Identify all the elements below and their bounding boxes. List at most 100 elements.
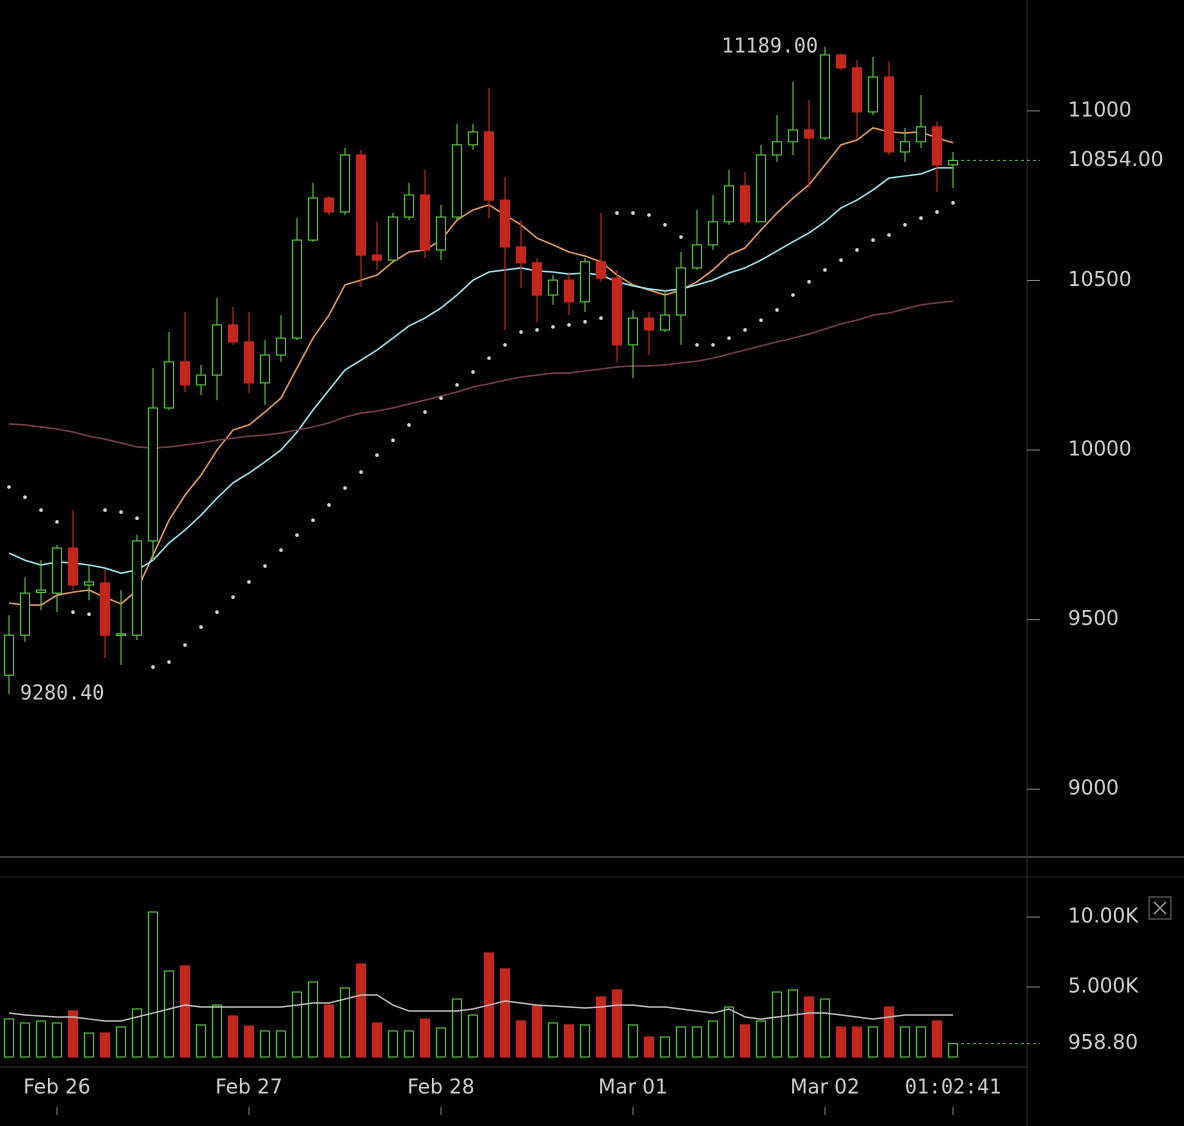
volume-bar xyxy=(739,1024,751,1058)
volume-bar xyxy=(387,1030,399,1058)
sar-dot xyxy=(871,238,875,242)
candle-body xyxy=(531,262,543,296)
candle-body xyxy=(771,141,783,156)
sar-dot xyxy=(919,216,923,220)
sar-dot xyxy=(631,211,635,215)
sar-dot xyxy=(503,343,507,347)
sar-dot xyxy=(407,423,411,427)
volume-bar xyxy=(595,996,607,1058)
moving-average xyxy=(8,300,954,449)
x-tick-label: Feb 26 xyxy=(23,1075,90,1099)
volume-bar xyxy=(163,970,175,1058)
candle-body xyxy=(611,277,623,346)
volume-bar xyxy=(563,1024,575,1058)
sar-dot xyxy=(695,343,699,347)
sar-dot xyxy=(887,233,891,237)
sar-dot xyxy=(71,610,75,614)
volume-bar xyxy=(755,1020,767,1058)
volume-bar xyxy=(499,968,511,1058)
volume-bar xyxy=(531,1004,543,1058)
volume-bar xyxy=(211,1004,223,1058)
sar-dot xyxy=(471,370,475,374)
candle-body xyxy=(867,76,879,113)
sar-dot xyxy=(759,318,763,322)
y-tick-label: 9500 xyxy=(1068,606,1119,630)
sar-dot xyxy=(375,453,379,457)
candle-body xyxy=(659,314,671,331)
candle-body xyxy=(147,407,159,542)
candle-body xyxy=(627,317,639,346)
candle-body xyxy=(899,141,911,153)
volume-bar xyxy=(883,1006,895,1058)
candle-body xyxy=(467,131,479,146)
sar-dot xyxy=(231,595,235,600)
volume-bar xyxy=(99,1032,111,1058)
candle-body xyxy=(51,547,63,594)
candle-body xyxy=(99,582,111,636)
candle-body xyxy=(259,354,271,384)
volume-bar xyxy=(67,1010,79,1058)
volume-bar xyxy=(435,1027,447,1058)
sar-dot xyxy=(791,293,795,297)
volume-bar xyxy=(611,989,623,1058)
candle-body xyxy=(915,126,927,143)
sar-dot xyxy=(743,328,747,332)
volume-bar xyxy=(787,989,799,1058)
candle-body xyxy=(787,129,799,143)
sar-dot xyxy=(55,520,59,524)
volume-bar xyxy=(419,1018,431,1058)
candle-body xyxy=(755,154,767,223)
sar-dot xyxy=(279,548,283,552)
sar-dot xyxy=(247,580,251,584)
candle-body xyxy=(403,194,415,218)
candle-body xyxy=(835,54,847,69)
volume-bar xyxy=(19,1022,31,1058)
volume-bar xyxy=(691,1026,703,1058)
candle-body xyxy=(67,547,79,586)
sar-dot xyxy=(711,343,715,347)
volume-bar xyxy=(467,1014,479,1058)
volume-bar xyxy=(243,1025,255,1058)
volume-bar xyxy=(627,1024,639,1058)
volume-bar xyxy=(819,998,831,1058)
volume-bar xyxy=(195,1024,207,1058)
candle-body xyxy=(547,279,559,296)
close-icon[interactable] xyxy=(1153,901,1167,915)
volume-bar xyxy=(931,1020,943,1058)
moving-average xyxy=(8,126,954,606)
sar-dot xyxy=(103,508,107,512)
candle-body xyxy=(291,239,303,339)
sar-dot xyxy=(855,248,859,252)
sar-dot xyxy=(23,495,27,499)
volume-bar xyxy=(579,1024,591,1058)
sar-dot xyxy=(647,213,651,217)
volume-bar xyxy=(675,1026,687,1058)
candle-body xyxy=(707,221,719,246)
volume-bar xyxy=(659,1036,671,1058)
candle-body xyxy=(131,540,143,636)
sar-dot xyxy=(679,235,683,239)
volume-bar xyxy=(947,1042,959,1058)
volume-bar xyxy=(147,911,159,1058)
candle-body xyxy=(115,633,127,636)
volume-bar xyxy=(803,996,815,1058)
volume-bar xyxy=(547,1022,559,1058)
volume-bar xyxy=(355,963,367,1058)
candle-body xyxy=(563,279,575,303)
volume-bar xyxy=(275,1030,287,1058)
candle-body xyxy=(883,76,895,153)
sar-dot xyxy=(295,533,299,537)
y-tick-label: 11000 xyxy=(1068,97,1132,121)
sar-dot xyxy=(535,328,539,332)
close-button[interactable] xyxy=(1148,896,1172,920)
candle-body xyxy=(643,317,655,331)
y-tick-label: 10000 xyxy=(1068,437,1132,461)
close-box[interactable] xyxy=(1148,896,1172,920)
candle-body xyxy=(387,216,399,261)
volume-bar xyxy=(851,1026,863,1058)
sar-dot xyxy=(359,470,363,474)
volume-bar xyxy=(707,1020,719,1058)
sar-dot xyxy=(439,396,443,400)
candle-body xyxy=(419,194,431,251)
candle-body xyxy=(307,197,319,241)
